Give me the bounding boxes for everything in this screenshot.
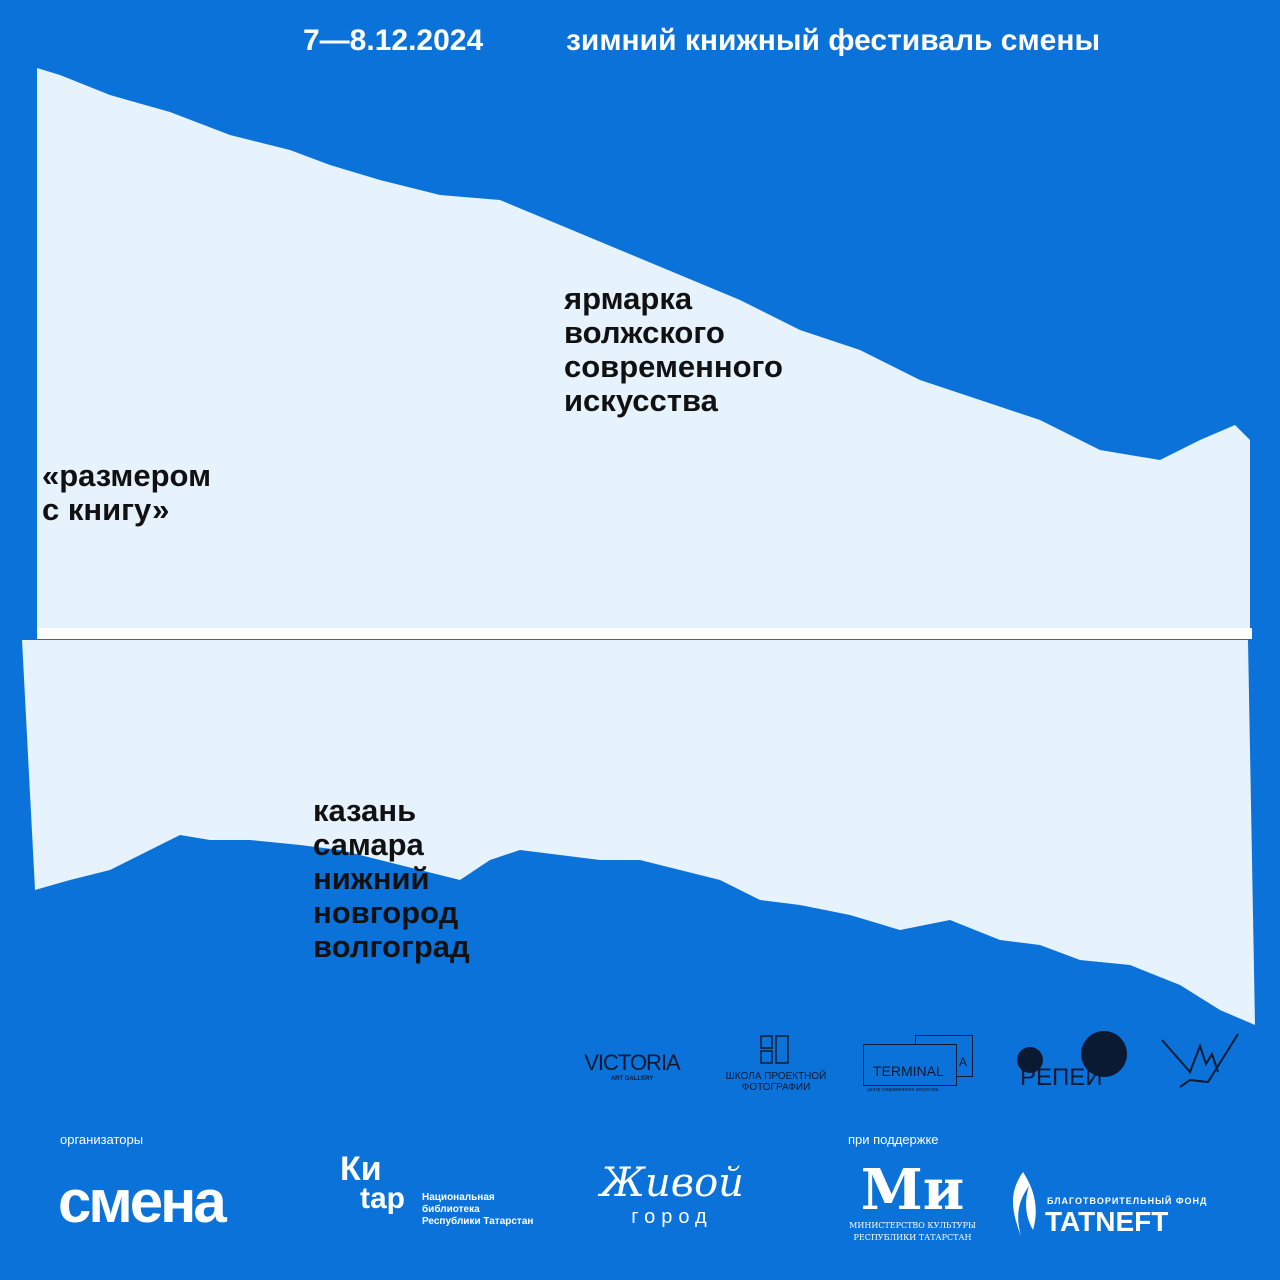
zhivoy-text: Живой [600,1160,744,1206]
white-gap [37,628,1252,639]
support-label: при поддержке [848,1132,939,1147]
city: нижний [313,861,430,896]
school-logo: ШКОЛА ПРОЕКТНОЙ ФОТОГРАФИИ [720,1034,832,1093]
library-line: Республики Татарстан [422,1216,534,1227]
fair-line: ярмарка [564,281,693,316]
organizers-label: организаторы [60,1132,144,1147]
lower-paper [22,640,1255,1025]
ministry-line: РЕСПУБЛИКИ ТАТАРСТАН [853,1233,972,1242]
fair-line: современного [564,349,783,384]
ministry-line: МИНИСТЕРСТВО КУЛЬТУРЫ [849,1221,976,1230]
fair-line: волжского [564,315,725,350]
kitap-bottom: tap [360,1182,405,1215]
cities-list: казань самара нижний новгород волгоград [313,794,470,964]
school-icon [760,1035,789,1064]
library-name: Национальная библиотека Республики Татар… [422,1192,533,1228]
tatneft-text: TATNEFT [1045,1206,1169,1237]
project-title: «размером с книгу» [42,459,211,527]
school-text: ШКОЛА ПРОЕКТНОЙ ФОТОГРАФИИ [725,1071,827,1093]
library-line: Национальная [422,1192,495,1203]
zhivoy-gorod-logo: Живой город [582,1160,762,1229]
victoria-sub: ART GALLERY [610,1076,654,1082]
victoria-text: VICTORIA [584,1050,681,1075]
flame-icon [1013,1172,1036,1236]
terminal-a: A [959,1055,968,1069]
kitap-top: Ки [340,1150,382,1188]
repey-text: РЕПЕЙ [1020,1064,1103,1091]
terminal-sub: центр современного искусства [867,1087,939,1093]
city: волгоград [313,929,470,964]
brush-logo-icon [1161,1033,1239,1088]
kitap-library-logo: Ки tap Национальная библиотека Республик… [318,1150,548,1245]
terminal-logo: TERMINAL A центр современного искусства [863,1035,975,1095]
upper-paper [37,68,1250,628]
fund-text: БЛАГОТВОРИТЕЛЬНЫЙ ФОНД [1047,1196,1208,1206]
terminal-text: TERMINAL [873,1063,944,1079]
library-line: библиотека [422,1204,480,1215]
victoria-logo: VICTORIA ART GALLERY [572,1050,692,1082]
burdock-icon [1017,1031,1127,1077]
city: казань [313,793,417,828]
fair-line: искусства [564,383,718,418]
city: самара [313,827,424,862]
ministry-emblem-icon: Ми [860,1157,965,1223]
project-line: «размером [42,458,212,493]
festival-dates: 7—8.12.2024 [303,24,484,57]
repey-logo: РЕПЕЙ [1016,1030,1136,1091]
city: новгород [313,895,459,930]
smena-logo: смена [58,1168,227,1235]
fair-heading: ярмарка волжского современного искусства [564,282,783,418]
tatneft-fund-logo: БЛАГОТВОРИТЕЛЬНЫЙ ФОНД TATNEFT [1005,1170,1235,1240]
ministry-logo: Ми МИНИСТЕРСТВО КУЛЬТУРЫ РЕСПУБЛИКИ ТАТА… [840,1160,985,1244]
festival-title: зимний книжный фестиваль смены [566,24,1101,57]
gorod-text: город [631,1206,713,1228]
project-line: с книгу» [42,492,170,527]
